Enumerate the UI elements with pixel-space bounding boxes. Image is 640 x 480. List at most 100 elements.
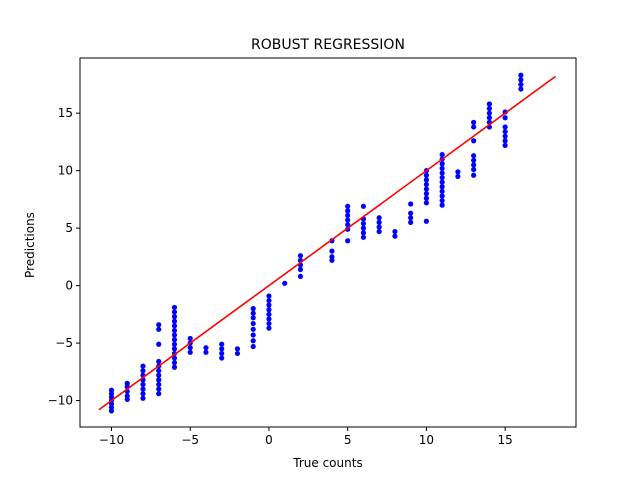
data-point (439, 161, 445, 167)
data-point (219, 350, 225, 357)
data-point (471, 153, 477, 159)
data-point (329, 257, 335, 263)
data-point (408, 201, 414, 207)
data-point (439, 193, 445, 199)
data-point (171, 304, 178, 311)
data-point (171, 323, 178, 329)
data-point (266, 302, 272, 308)
data-point (518, 72, 524, 78)
data-point (502, 115, 508, 121)
data-point (518, 81, 524, 88)
data-point (360, 225, 367, 231)
data-point (345, 212, 351, 219)
data-point (266, 307, 272, 313)
data-point (234, 350, 241, 357)
data-point (171, 346, 178, 352)
data-point (266, 320, 272, 327)
data-point (376, 228, 382, 235)
data-point (502, 142, 508, 148)
data-point (219, 346, 225, 352)
data-point (297, 273, 304, 280)
data-point (156, 322, 162, 328)
data-point (171, 364, 178, 370)
data-point (439, 165, 445, 171)
data-point (486, 101, 492, 107)
data-point (140, 381, 146, 388)
plot-frame (79, 57, 577, 428)
data-point (423, 172, 430, 178)
y-tick-label: −10 (48, 394, 73, 408)
data-point (423, 191, 430, 197)
data-point (439, 179, 445, 185)
data-point (471, 138, 477, 144)
y-tick-label: 5 (65, 221, 73, 235)
y-axis: −10 −5 0 5 10 15 (48, 106, 80, 408)
y-tick-label: 15 (58, 106, 73, 120)
x-axis: −10 −5 0 5 10 15 (99, 427, 513, 447)
data-point (203, 349, 209, 355)
data-point (266, 316, 272, 322)
data-point (423, 186, 430, 192)
data-point (502, 138, 508, 144)
data-point (156, 391, 162, 397)
data-point (140, 386, 146, 392)
data-point (156, 368, 162, 374)
data-point (471, 157, 477, 163)
data-point (171, 318, 178, 324)
data-point (219, 355, 225, 361)
data-point (376, 215, 382, 221)
x-tick-label: 15 (498, 433, 513, 447)
y-axis-label: Predictions (23, 212, 37, 278)
x-tick-label: 10 (419, 433, 434, 447)
data-point (360, 230, 367, 236)
data-point (250, 326, 256, 332)
data-point (266, 293, 272, 299)
data-point (408, 210, 414, 216)
data-point (392, 233, 398, 239)
x-tick-label: −5 (181, 433, 199, 447)
data-point (423, 218, 430, 224)
data-point (171, 360, 178, 366)
data-point (471, 172, 477, 178)
data-point (423, 181, 430, 188)
data-point (156, 372, 162, 378)
data-point (392, 228, 398, 235)
data-point (282, 280, 288, 286)
x-axis-label: True counts (292, 456, 362, 470)
data-point (219, 341, 225, 347)
data-point (423, 200, 430, 206)
data-point (345, 208, 351, 214)
data-point (486, 115, 492, 121)
data-point (439, 151, 445, 158)
data-point (360, 220, 367, 227)
data-point (376, 219, 382, 225)
data-point (156, 358, 162, 365)
data-point (329, 248, 335, 254)
data-point (345, 203, 351, 209)
data-point (250, 338, 256, 344)
data-point (203, 345, 209, 351)
data-point (376, 224, 382, 230)
data-point (455, 169, 461, 175)
data-point (171, 337, 178, 343)
data-point (156, 326, 162, 332)
data-point (345, 222, 351, 228)
data-point (250, 332, 256, 338)
data-point (345, 217, 351, 223)
data-point (486, 105, 492, 112)
data-point (502, 124, 508, 130)
x-tick-label: 0 (265, 433, 273, 447)
data-point (408, 215, 414, 221)
data-point (250, 320, 256, 327)
data-point (171, 327, 178, 334)
data-point (297, 253, 304, 259)
data-point (140, 363, 146, 369)
data-point (250, 315, 256, 321)
y-tick-label: 10 (58, 164, 73, 178)
y-tick-label: 0 (65, 279, 73, 293)
data-point (518, 86, 524, 92)
data-point (439, 184, 445, 190)
data-point (140, 395, 146, 401)
